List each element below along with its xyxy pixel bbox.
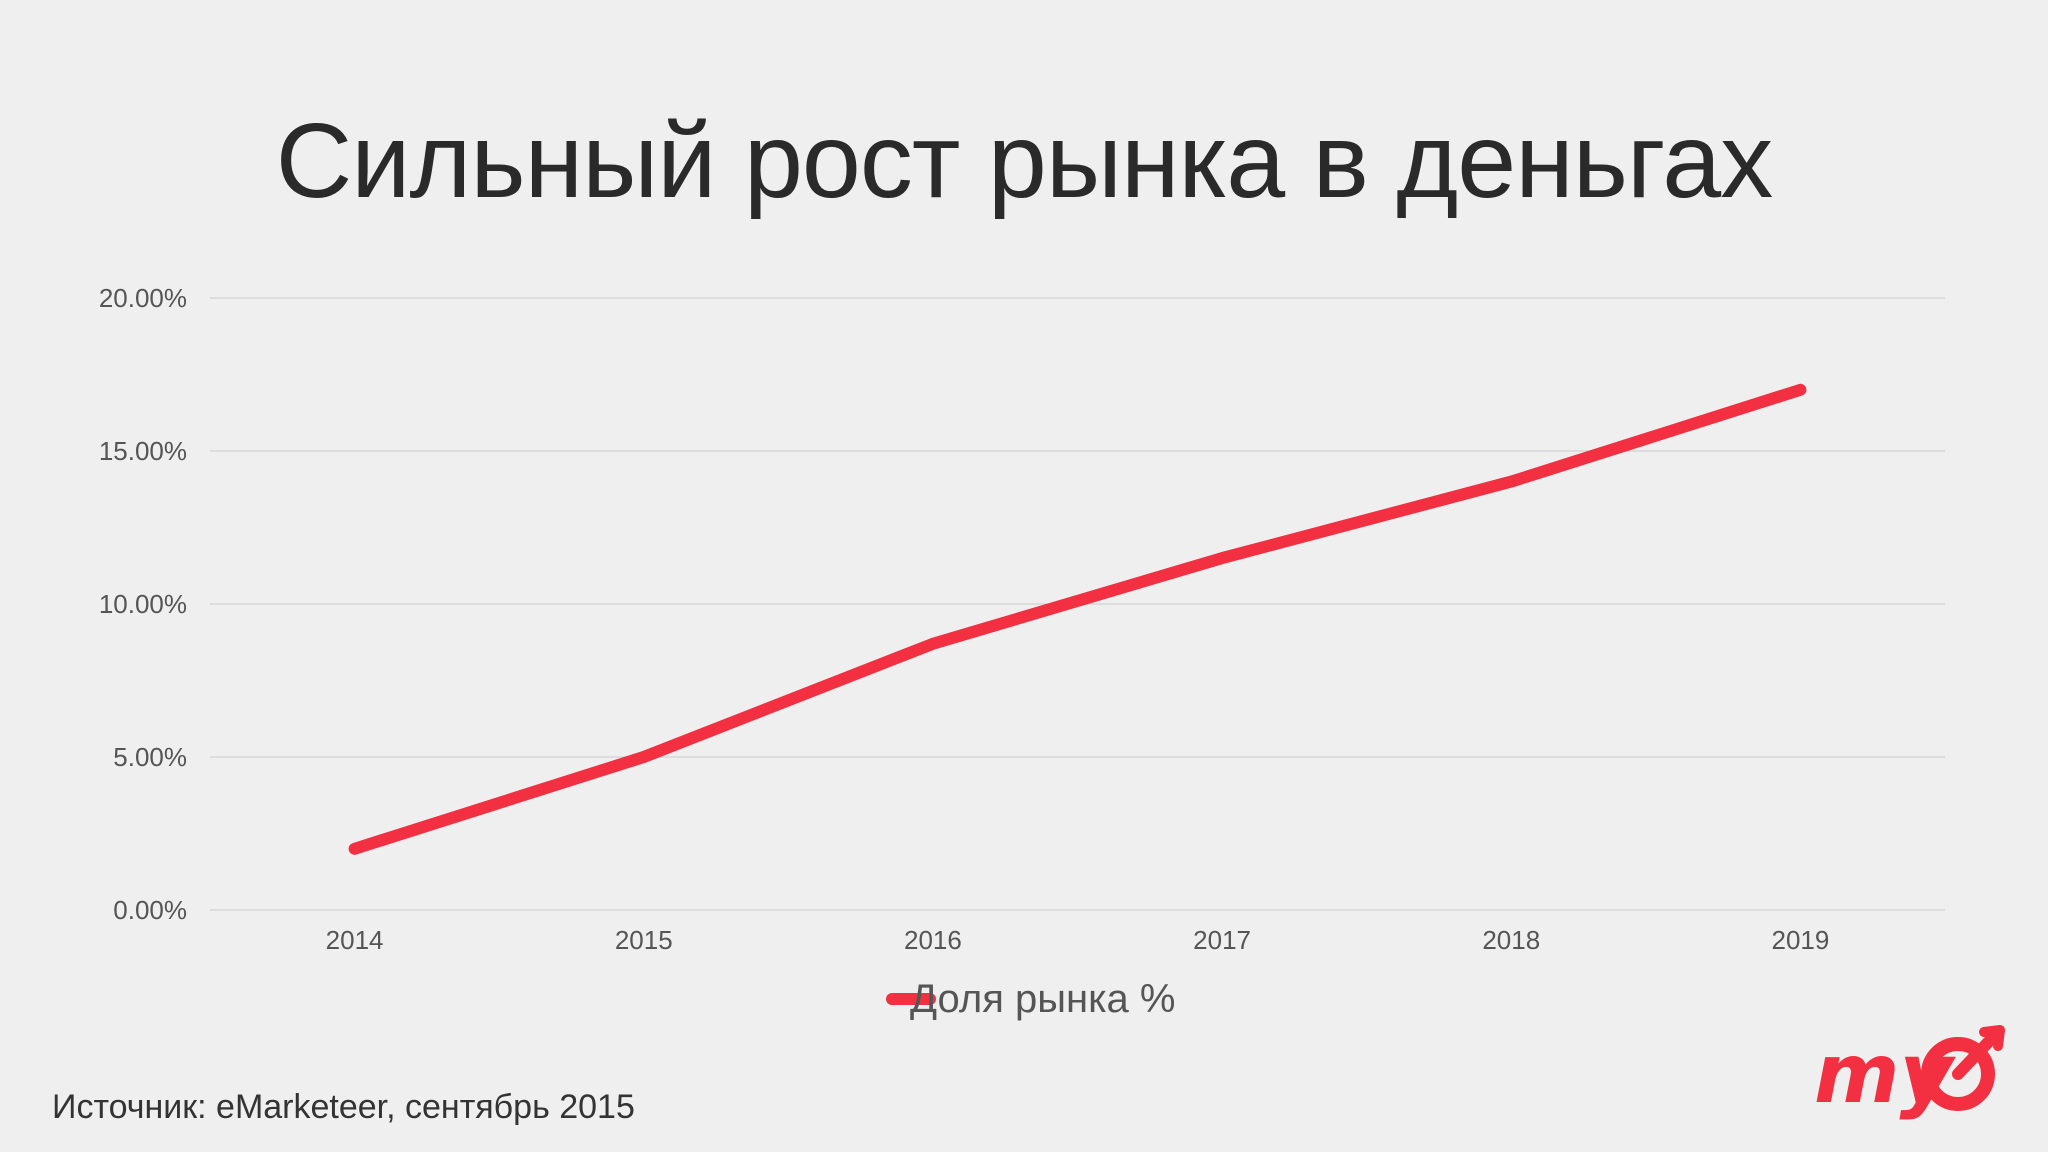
y-tick-label: 0.00% <box>113 895 187 925</box>
y-tick-label: 5.00% <box>113 742 187 772</box>
data-point <box>931 642 934 645</box>
y-tick-label: 15.00% <box>99 436 187 466</box>
x-tick-label: 2016 <box>904 925 962 955</box>
logo-arrowhead <box>1979 1025 2005 1051</box>
y-tick-label: 10.00% <box>99 589 187 619</box>
data-point <box>1510 480 1513 483</box>
x-tick-label: 2015 <box>615 925 673 955</box>
x-tick-label: 2018 <box>1482 925 1540 955</box>
logo-ring <box>1921 1037 1995 1111</box>
logo-arrow <box>1952 1028 2002 1080</box>
data-point <box>353 847 356 850</box>
x-tick-label: 2017 <box>1193 925 1251 955</box>
x-tick-label: 2014 <box>326 925 384 955</box>
x-tick-label: 2019 <box>1771 925 1829 955</box>
brand-logo: my <box>1814 1025 2005 1122</box>
data-point <box>1799 388 1802 391</box>
x-axis-ticks: 2014 2015 2016 2017 2018 2019 <box>326 925 1830 955</box>
y-axis-ticks: 0.00% 5.00% 10.00% 15.00% 20.00% <box>99 283 187 925</box>
chart-series <box>348 383 1807 855</box>
logo-text: my <box>1814 1027 1956 1122</box>
slide-title: Сильный рост рынка в деньгах <box>275 102 1774 220</box>
series-line <box>348 383 1807 855</box>
source-note: Источник: eMarketeer, сентябрь 2015 <box>52 1088 635 1126</box>
data-point <box>1221 557 1224 560</box>
y-tick-label: 20.00% <box>99 283 187 313</box>
chart-legend: Доля рынка % <box>886 977 1175 1021</box>
legend-label: Доля рынка % <box>910 977 1175 1021</box>
data-point <box>642 756 645 758</box>
